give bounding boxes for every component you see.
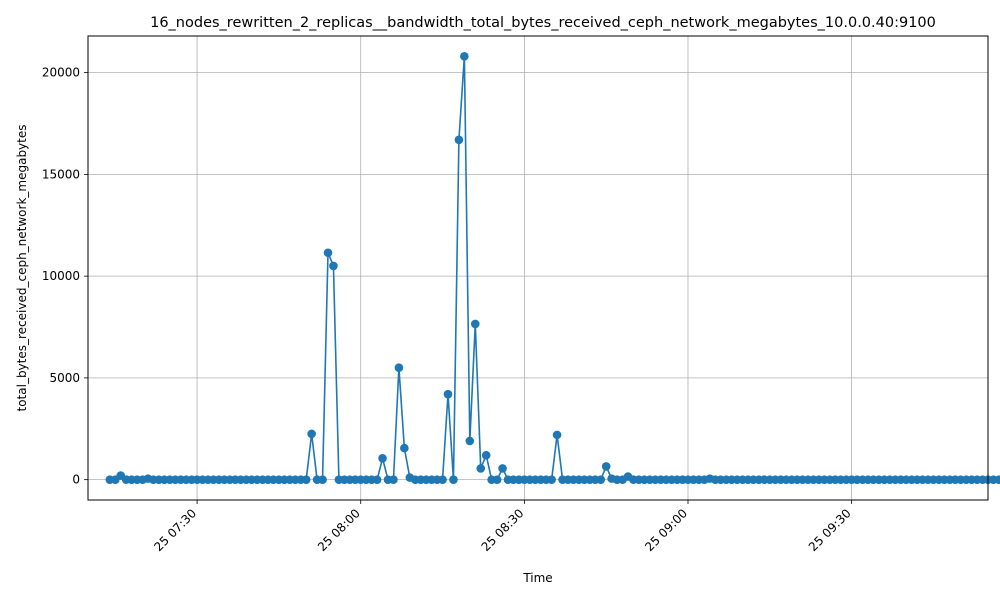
- data-point: [389, 475, 398, 484]
- data-point: [318, 475, 327, 484]
- data-point: [547, 475, 556, 484]
- y-axis-label: total_bytes_received_ceph_network_megaby…: [15, 124, 29, 411]
- chart-title: 16_nodes_rewritten_2_replicas__bandwidth…: [150, 15, 936, 31]
- data-point: [378, 453, 387, 463]
- data-point: [454, 135, 464, 145]
- data-point: [438, 475, 447, 484]
- data-point: [307, 429, 316, 439]
- grid: [88, 36, 988, 500]
- y-tick-label: 20000: [42, 66, 80, 80]
- y-tick-label: 10000: [42, 269, 80, 283]
- y-axis: 0 5000 10000 15000 20000: [42, 66, 88, 487]
- data-point: [492, 475, 502, 484]
- data-point: [301, 475, 311, 484]
- data-point: [394, 363, 404, 373]
- series-layer: [105, 52, 1000, 484]
- data-point: [323, 248, 333, 258]
- y-tick-label: 5000: [49, 371, 80, 385]
- data-point: [601, 462, 611, 471]
- data-point: [470, 319, 480, 329]
- y-tick-label: 15000: [42, 167, 80, 181]
- plot-frame: [87, 35, 989, 501]
- data-point: [400, 443, 409, 453]
- data-point: [329, 261, 338, 271]
- data-point: [460, 52, 469, 61]
- y-tick-label: 0: [72, 473, 80, 487]
- x-axis-label: Time: [522, 571, 552, 585]
- data-point: [596, 475, 606, 484]
- data-point: [476, 464, 486, 473]
- data-point: [552, 430, 562, 440]
- data-point: [449, 475, 458, 484]
- data-point: [465, 436, 475, 446]
- data-point: [372, 475, 382, 484]
- data-point: [443, 389, 453, 399]
- data-point: [994, 475, 1000, 484]
- data-point: [498, 464, 507, 473]
- data-point: [481, 450, 491, 460]
